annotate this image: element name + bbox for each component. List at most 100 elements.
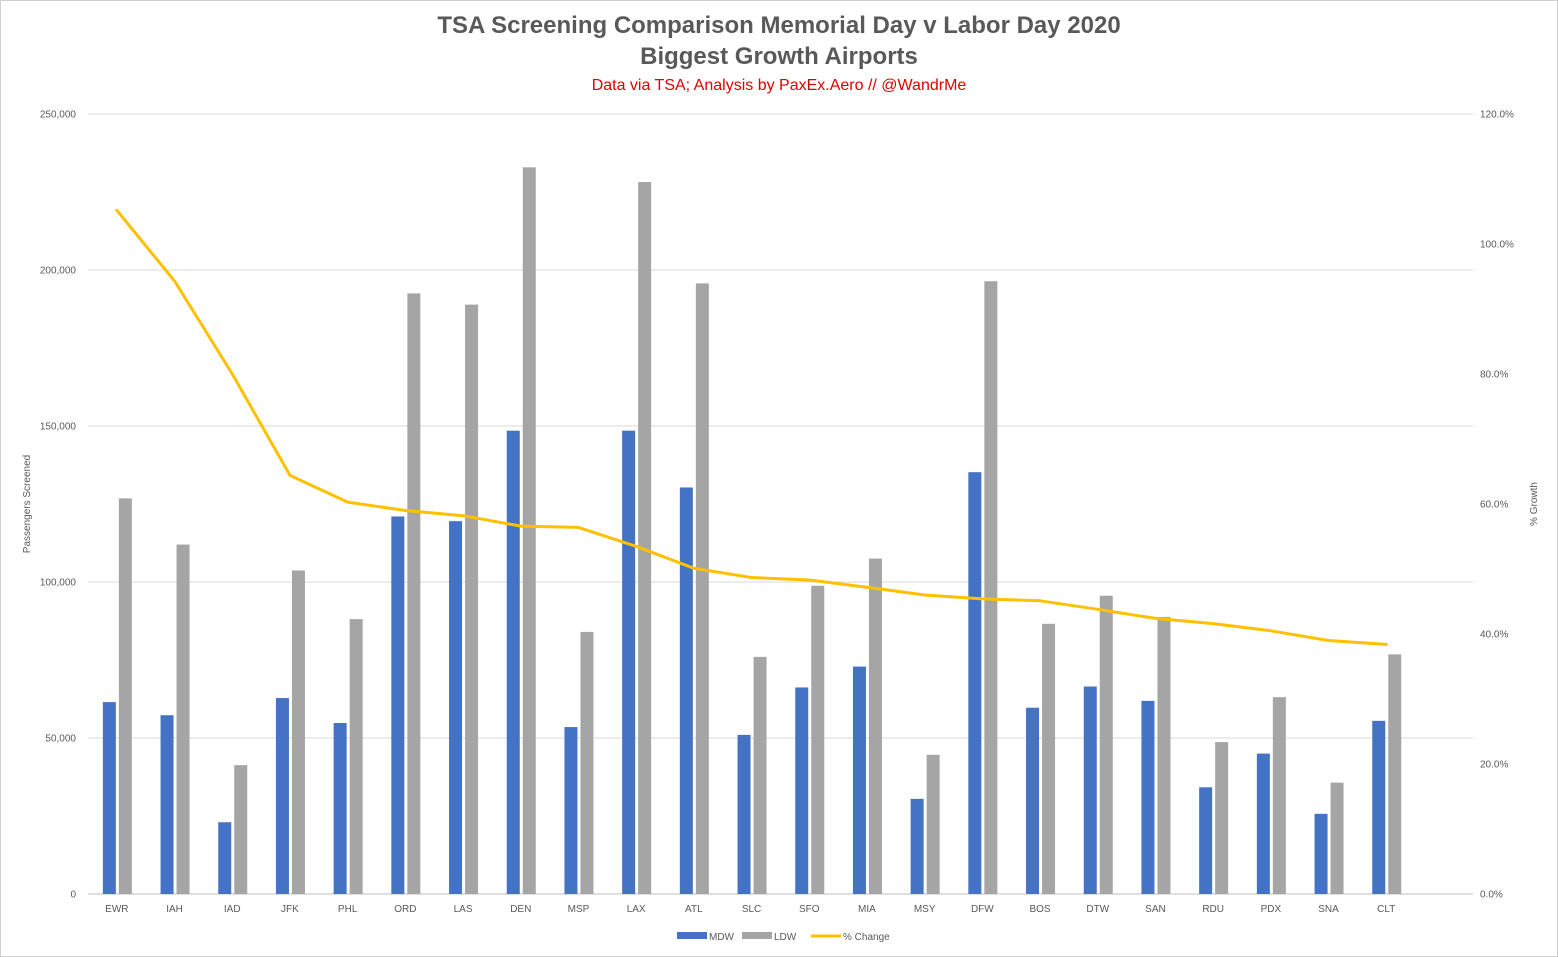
bar-mdw (275, 698, 289, 894)
y2-axis-title: % Growth (1529, 482, 1540, 526)
chart-title-line-2: Biggest Growth Airports (640, 43, 918, 70)
x-tick-label: DFW (971, 904, 994, 915)
bar-ldw (984, 281, 998, 894)
x-tick-label: DEN (510, 904, 531, 915)
y2-tick-label: 120.0% (1480, 110, 1514, 121)
bar-ldw (349, 619, 363, 894)
bar-mdw (333, 723, 347, 894)
y-tick-label: 200,000 (40, 266, 77, 277)
bar-mdw (679, 487, 693, 894)
chart-title-line-1: TSA Screening Comparison Memorial Day v … (437, 12, 1121, 39)
legend-label: LDW (774, 932, 797, 943)
chart-title: TSA Screening Comparison Memorial Day v … (0, 10, 1558, 72)
bar-ldw (1099, 595, 1113, 894)
y-tick-label: 100,000 (40, 578, 77, 589)
gridlines (88, 113, 1473, 895)
x-tick-label: LAS (454, 904, 473, 915)
percent-change-line-group (115, 208, 1388, 646)
bar-mdw (391, 516, 405, 894)
bar-ldw (1330, 782, 1344, 894)
bar-ldw (1388, 654, 1402, 894)
bar-mdw (1199, 787, 1213, 894)
y-tick-label: 150,000 (40, 422, 77, 433)
bar-ldw (811, 585, 825, 894)
bar-ldw (753, 656, 767, 894)
bar-mdw (795, 687, 809, 894)
x-tick-label: MIA (858, 904, 876, 915)
y2-tick-label: 40.0% (1480, 630, 1508, 641)
x-tick-label: SLC (742, 904, 761, 915)
x-tick-label: PHL (338, 904, 358, 915)
bar-mdw (102, 702, 116, 894)
bar-mdw (968, 472, 982, 894)
axes: 0 50,000 100,000 150,000 200,000 250,000 0.0% 2… (40, 110, 1514, 916)
bar-mdw (1083, 686, 1097, 894)
legend-swatch-mdw (677, 932, 707, 939)
x-tick-label: ATL (685, 904, 703, 915)
bar-ldw (580, 631, 594, 894)
y-tick-label: 50,000 (45, 734, 76, 745)
bar-mdw (1372, 720, 1386, 894)
x-tick-label: IAH (166, 904, 183, 915)
bar-ldw (695, 283, 709, 894)
bar-ldw (868, 558, 882, 894)
x-tick-label: BOS (1029, 904, 1050, 915)
y2-tick-label: 80.0% (1480, 370, 1508, 381)
bar-mdw (1256, 753, 1270, 894)
x-tick-label: IAD (224, 904, 241, 915)
x-tick-label: SFO (799, 904, 820, 915)
x-tick-label: ORD (394, 904, 416, 915)
x-tick-label: LAX (627, 904, 646, 915)
bar-ldw (522, 167, 536, 895)
bar-mdw (622, 430, 636, 894)
bar-mdw (218, 822, 232, 894)
bar-ldw (465, 304, 479, 895)
bar-mdw (737, 734, 751, 894)
bar-mdw (506, 430, 520, 894)
legend-label: MDW (709, 932, 735, 943)
bar-ldw (638, 182, 652, 895)
bar-ldw (1157, 616, 1171, 894)
y2-tick-label: 60.0% (1480, 500, 1508, 511)
x-tick-label: CLT (1377, 904, 1395, 915)
legend: MDW LDW % Change (677, 932, 890, 943)
x-tick-label: MSP (568, 904, 590, 915)
chart-subtitle: Data via TSA; Analysis by PaxEx.Aero // … (591, 77, 967, 94)
bar-ldw (291, 570, 305, 894)
bar-mdw (1314, 813, 1328, 894)
bar-ldw (407, 293, 421, 894)
x-tick-label: EWR (105, 904, 128, 915)
y-axis-title: Passengers Screened (22, 455, 33, 553)
bar-mdw (910, 798, 924, 894)
bar-ldw (926, 754, 940, 894)
y-tick-label: 250,000 (40, 110, 77, 121)
y2-tick-label: 0.0% (1480, 890, 1503, 901)
bar-ldw (1272, 697, 1286, 894)
x-tick-label: PDX (1261, 904, 1282, 915)
x-tick-label: RDU (1202, 904, 1224, 915)
y2-tick-label: 100.0% (1480, 240, 1514, 251)
bar-ldw (234, 765, 248, 894)
bar-ldw (1215, 742, 1229, 894)
bar-ldw (176, 544, 190, 894)
bar-mdw (160, 715, 174, 894)
legend-swatch-ldw (742, 932, 772, 939)
x-tick-label: SNA (1318, 904, 1339, 915)
x-tick-label: DTW (1086, 904, 1109, 915)
percent-change-line (115, 208, 1388, 646)
y-tick-label: 0 (70, 890, 76, 901)
bar-mdw (1141, 700, 1155, 894)
bar-mdw (449, 521, 463, 894)
x-tick-label: SAN (1145, 904, 1166, 915)
bar-mdw (852, 666, 866, 894)
bar-ldw (118, 498, 132, 894)
bar-ldw (1042, 623, 1056, 894)
bar-mdw (1026, 707, 1040, 894)
x-tick-label: MSY (914, 904, 936, 915)
y2-tick-label: 20.0% (1480, 760, 1508, 771)
x-tick-label: JFK (281, 904, 299, 915)
bars (102, 167, 1402, 895)
legend-label: % Change (843, 932, 890, 943)
